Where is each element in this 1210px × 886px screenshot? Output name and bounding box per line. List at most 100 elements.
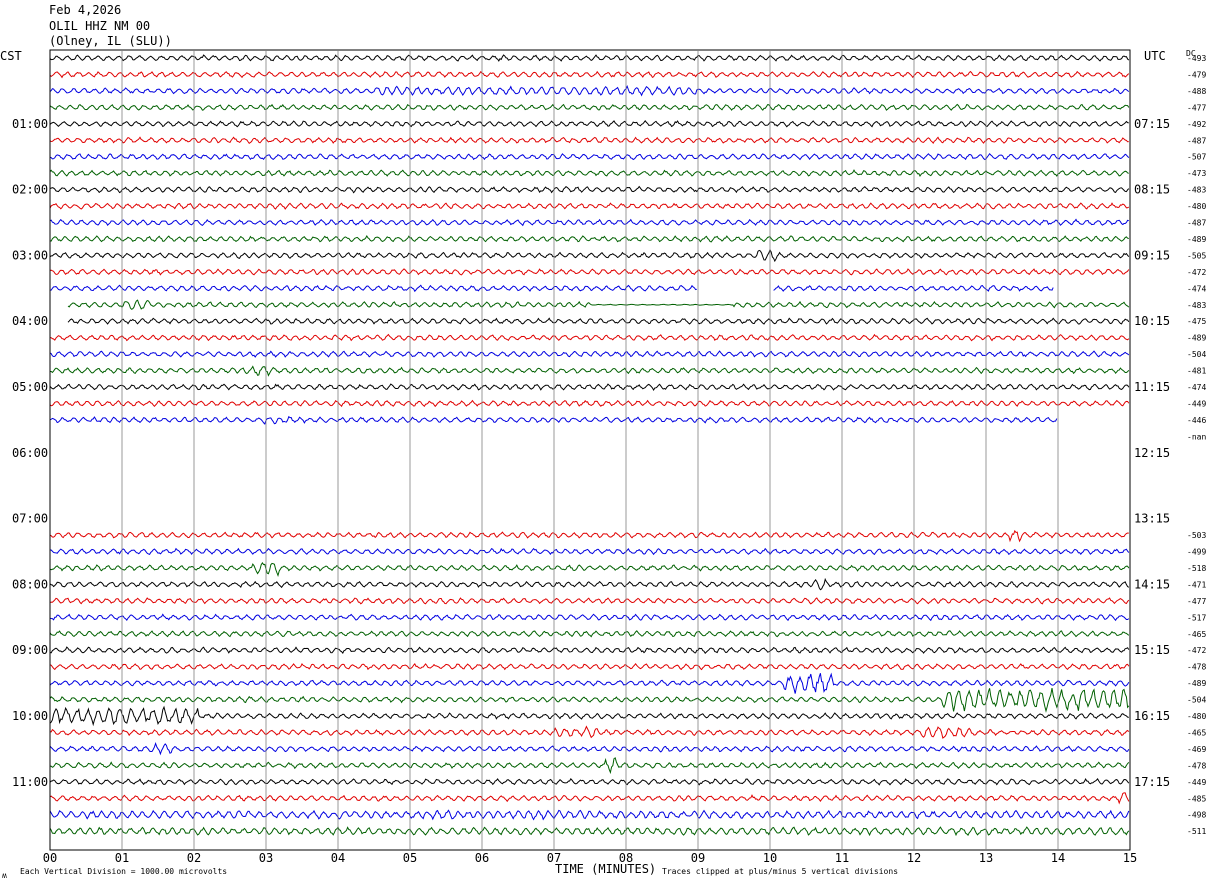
seismic-trace — [49, 792, 1130, 805]
right-timezone-label: UTC — [1144, 49, 1166, 63]
dc-offset-label: -517 — [1187, 613, 1206, 622]
seismic-trace — [49, 202, 1130, 210]
seismic-trace — [49, 85, 1130, 97]
left-hour-label: 09:00 — [12, 643, 48, 657]
seismic-trace — [50, 365, 1130, 377]
x-tick-label: 08 — [619, 851, 633, 865]
seismic-trace — [49, 826, 1130, 837]
x-tick-label: 05 — [403, 851, 417, 865]
seismic-trace — [49, 248, 1130, 263]
seismic-trace — [49, 646, 1130, 655]
dc-offset-label: -483 — [1187, 301, 1206, 310]
seismic-trace — [49, 630, 1130, 638]
dc-offset-label: -449 — [1187, 399, 1206, 408]
seismic-trace — [49, 152, 1130, 161]
clip-note: Traces clipped at plus/minus 5 vertical … — [662, 867, 899, 876]
seismic-trace — [49, 218, 1129, 227]
right-hour-label: 15:15 — [1134, 643, 1170, 657]
right-hour-label: 17:15 — [1134, 775, 1170, 789]
x-tick-label: 03 — [259, 851, 273, 865]
seismic-trace — [49, 577, 1130, 591]
dc-offset-label: -nan — [1187, 432, 1206, 441]
dc-offset-label: -505 — [1187, 251, 1206, 260]
left-timezone-label: CST — [0, 49, 22, 63]
dc-offset-label: -499 — [1187, 548, 1206, 557]
seismic-trace — [49, 399, 1130, 408]
grid-layer — [49, 49, 1131, 851]
trace-layer — [49, 54, 1130, 837]
seismic-trace — [49, 284, 1054, 293]
station-label: OLIL HHZ NM 00 — [49, 19, 151, 33]
dc-offset-label: -489 — [1187, 235, 1206, 244]
dc-offset-label: -477 — [1187, 597, 1206, 606]
left-hour-label: 01:00 — [12, 117, 48, 131]
x-tick-label: 07 — [547, 851, 561, 865]
dc-offset-label: -478 — [1187, 761, 1206, 770]
x-tick-label: 10 — [763, 851, 777, 865]
x-tick-label: 11 — [835, 851, 849, 865]
scale-note: Each Vertical Division = 1000.00 microvo… — [20, 867, 228, 876]
right-hour-label: 08:15 — [1134, 183, 1170, 197]
seismic-trace — [49, 333, 1130, 342]
seismic-trace — [49, 350, 1130, 358]
left-hour-label: 04:00 — [12, 314, 48, 328]
x-tick-label: 15 — [1123, 851, 1137, 865]
dc-offset-label: -474 — [1187, 284, 1206, 293]
seismic-trace — [49, 725, 1130, 739]
dc-offset-label: -483 — [1187, 186, 1206, 195]
seismic-trace — [49, 705, 1129, 727]
seismic-trace — [49, 662, 1130, 671]
dc-offset-label: -489 — [1187, 334, 1206, 343]
seismic-trace — [49, 741, 1130, 756]
axis-label-layer: 00 01 02 03 04 05 06 07 08 09 10 11 12 13 14 15 -493 -479… — [12, 54, 1206, 865]
x-tick-label: 13 — [979, 851, 993, 865]
seismic-trace — [49, 185, 1130, 194]
seismic-trace — [49, 383, 1130, 392]
dc-offset-label: -487 — [1187, 136, 1206, 145]
x-tick-label: 06 — [475, 851, 489, 865]
corner-mark: ʍ — [2, 871, 7, 880]
seismic-trace — [49, 672, 1130, 694]
right-hour-label: 11:15 — [1134, 380, 1170, 394]
seismic-trace — [49, 136, 1129, 144]
dc-offset-label: -487 — [1187, 219, 1206, 228]
dc-offset-label: -472 — [1187, 646, 1206, 655]
dc-offset-label: -473 — [1187, 169, 1206, 178]
right-hour-label: 12:15 — [1134, 446, 1170, 460]
seismic-trace — [49, 70, 1130, 79]
seismic-trace — [49, 777, 1130, 786]
date-label: Feb 4,2026 — [49, 3, 122, 17]
x-tick-label: 04 — [331, 851, 345, 865]
x-tick-label: 00 — [43, 851, 57, 865]
dc-offset-label: -507 — [1187, 153, 1206, 162]
seismic-trace — [49, 613, 1130, 622]
left-hour-label: 11:00 — [12, 775, 48, 789]
dc-offset-label: -504 — [1187, 696, 1206, 705]
seismic-trace — [49, 547, 1130, 556]
dc-offset-label: -479 — [1187, 70, 1206, 79]
dc-offset-label: -480 — [1187, 712, 1206, 721]
left-hour-label: 08:00 — [12, 577, 48, 591]
dc-offset-label: -472 — [1187, 268, 1206, 277]
seismic-trace — [49, 809, 1130, 821]
dc-offset-label: -446 — [1187, 416, 1206, 425]
seismic-trace — [67, 299, 1130, 310]
x-tick-label: 12 — [907, 851, 921, 865]
seismic-trace — [49, 687, 1130, 713]
dc-offset-label: -511 — [1187, 827, 1206, 836]
dc-offset-label: -504 — [1187, 350, 1206, 359]
right-hour-label: 14:15 — [1134, 577, 1170, 591]
right-hour-label: 13:15 — [1134, 512, 1170, 526]
dc-offset-label: -465 — [1187, 630, 1206, 639]
dc-offset-label: -489 — [1187, 679, 1206, 688]
x-axis-title: TIME (MINUTES) — [555, 862, 657, 876]
dc-offset-label: -498 — [1187, 811, 1206, 820]
left-hour-label: 05:00 — [12, 380, 48, 394]
right-hour-label: 10:15 — [1134, 314, 1170, 328]
dc-offset-label: -492 — [1187, 120, 1206, 129]
dc-offset-label: -474 — [1187, 383, 1206, 392]
right-hour-label: 16:15 — [1134, 709, 1170, 723]
x-tick-label: 01 — [115, 851, 129, 865]
left-hour-label: 02:00 — [12, 183, 48, 197]
